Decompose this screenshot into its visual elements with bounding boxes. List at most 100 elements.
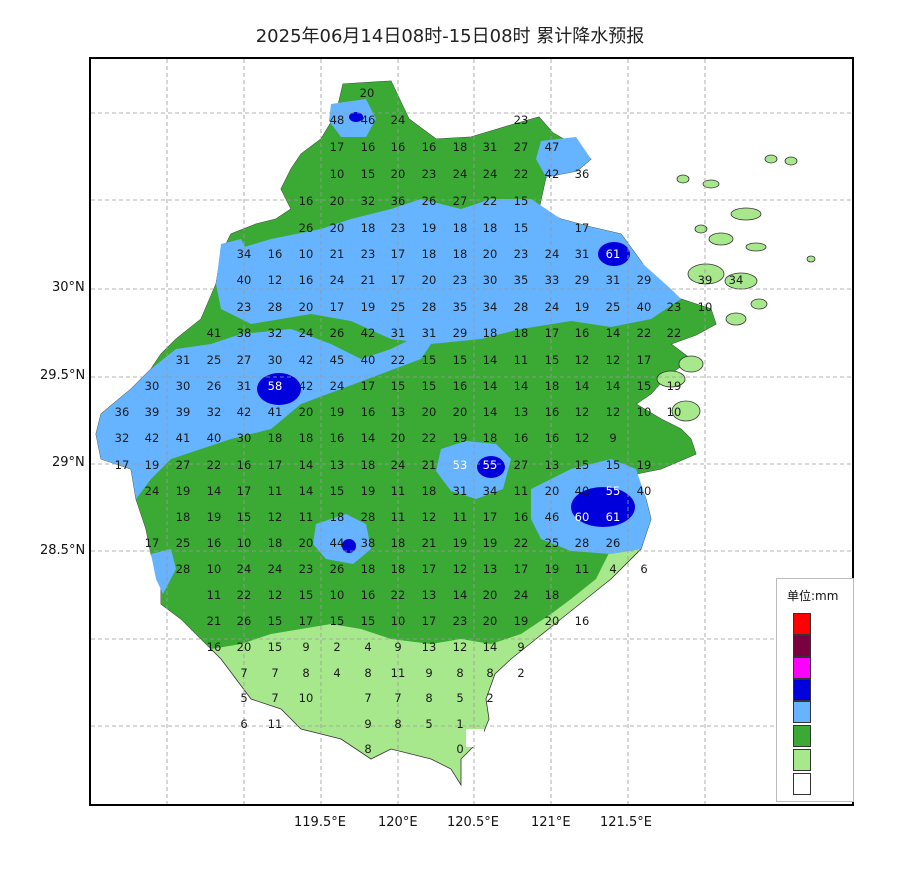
station-value: 15 (391, 379, 406, 393)
station-value: 28 (514, 300, 529, 314)
station-value: 20 (299, 536, 314, 550)
station-value: 20 (422, 273, 437, 287)
station-value: 15 (268, 640, 283, 654)
station-value: 11 (391, 484, 406, 498)
station-value: 48 (330, 113, 345, 127)
station-value: 17 (237, 484, 252, 498)
station-value: 17 (299, 614, 314, 628)
station-value: 16 (330, 431, 345, 445)
station-value: 28 (422, 300, 437, 314)
lat-label-28-5n: 28.5°N (40, 543, 86, 558)
legend-swatch-lightgreen (793, 749, 811, 771)
station-value: 9 (364, 717, 371, 731)
station-value: 17 (422, 562, 437, 576)
station-value: 19 (361, 484, 376, 498)
station-value: 19 (453, 431, 468, 445)
station-value: 24 (268, 562, 283, 576)
station-value: 10 (637, 405, 652, 419)
station-value: 16 (361, 405, 376, 419)
station-value: 14 (483, 353, 498, 367)
station-value: 19 (361, 300, 376, 314)
station-value: 14 (299, 484, 314, 498)
station-value: 27 (514, 140, 529, 154)
station-value: 23 (514, 113, 529, 127)
station-value: 22 (514, 536, 529, 550)
station-value: 23 (453, 614, 468, 628)
station-value: 13 (483, 562, 498, 576)
zone-50mm-core-top (349, 112, 363, 122)
station-value: 20 (483, 588, 498, 602)
station-value: 27 (237, 353, 252, 367)
station-value: 18 (453, 221, 468, 235)
station-value: 8 (364, 742, 371, 756)
station-value: 15 (422, 353, 437, 367)
station-value: 15 (237, 510, 252, 524)
station-value: 58 (268, 379, 283, 393)
station-value: 5 (456, 691, 463, 705)
station-value: 24 (545, 247, 560, 261)
station-value: 21 (422, 458, 437, 472)
station-value: 21 (361, 273, 376, 287)
station-value: 16 (268, 247, 283, 261)
station-value: 40 (237, 273, 252, 287)
zone-25-50mm-north (216, 199, 681, 344)
station-value: 24 (514, 588, 529, 602)
station-value: 29 (575, 273, 590, 287)
station-value: 14 (483, 640, 498, 654)
station-value: 40 (361, 353, 376, 367)
station-value: 22 (391, 588, 406, 602)
lon-label-119-5e: 119.5°E (294, 815, 346, 830)
station-value: 31 (483, 140, 498, 154)
station-value: 24 (545, 300, 560, 314)
station-value: 12 (422, 510, 437, 524)
station-value: 16 (575, 326, 590, 340)
station-value: 14 (207, 484, 222, 498)
station-value: 23 (514, 247, 529, 261)
station-value: 22 (667, 326, 682, 340)
station-value: 31 (422, 326, 437, 340)
station-value: 39 (698, 273, 713, 287)
lat-label-29n: 29°N (52, 455, 85, 470)
station-value: 2 (486, 691, 493, 705)
station-value: 35 (453, 300, 468, 314)
zone-25-50mm-southwest (151, 549, 176, 594)
station-value: 24 (453, 167, 468, 181)
station-value: 22 (637, 326, 652, 340)
station-value: 10 (237, 536, 252, 550)
station-value: 31 (237, 379, 252, 393)
station-value: 38 (237, 326, 252, 340)
station-value: 29 (453, 326, 468, 340)
station-value: 11 (299, 510, 314, 524)
station-value: 14 (483, 405, 498, 419)
station-value: 19 (330, 405, 345, 419)
station-value: 20 (545, 614, 560, 628)
station-value: 15 (514, 221, 529, 235)
lon-label-120e: 120°E (378, 815, 418, 830)
station-value: 4 (609, 562, 616, 576)
station-value: 8 (364, 666, 371, 680)
station-value: 17 (145, 536, 160, 550)
station-value: 18 (483, 326, 498, 340)
legend-swatch-magenta (793, 657, 811, 679)
station-value: 26 (207, 379, 222, 393)
station-value: 7 (271, 666, 278, 680)
station-value: 14 (514, 379, 529, 393)
station-value: 17 (575, 221, 590, 235)
station-value: 11 (514, 484, 529, 498)
legend-swatch-blue (793, 679, 811, 701)
legend-swatch-maroon (793, 635, 811, 657)
station-value: 20 (391, 431, 406, 445)
station-value: 31 (453, 484, 468, 498)
station-value: 17 (637, 353, 652, 367)
station-value: 2 (517, 666, 524, 680)
station-value: 17 (483, 510, 498, 524)
station-value: 18 (361, 562, 376, 576)
station-value: 15 (330, 484, 345, 498)
station-value: 18 (422, 247, 437, 261)
station-value: 19 (667, 379, 682, 393)
station-value: 26 (606, 536, 621, 550)
station-value: 8 (425, 691, 432, 705)
station-value: 18 (545, 588, 560, 602)
station-value: 10 (299, 247, 314, 261)
station-value: 38 (361, 536, 376, 550)
